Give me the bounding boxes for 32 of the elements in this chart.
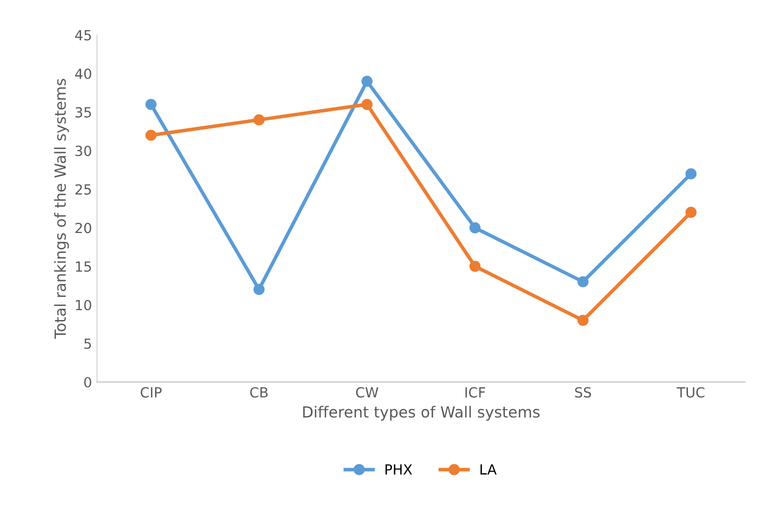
y-tick-label: 10 (76, 300, 92, 310)
x-tick-label: ICF (465, 387, 486, 398)
point (577, 314, 589, 326)
y-axis-title: Total rankings of the Wall systems (54, 78, 69, 339)
point (685, 206, 697, 218)
y-tick-label: 5 (84, 338, 91, 349)
y-tick-label: 20 (75, 222, 92, 234)
point (361, 98, 373, 110)
x-tick-label: CB (250, 387, 268, 398)
x-tick-label: CIP (140, 387, 162, 398)
point (145, 130, 157, 141)
legend-label: PHX (386, 464, 412, 474)
point (577, 276, 589, 288)
point (469, 260, 481, 272)
point (469, 222, 481, 234)
point (685, 168, 697, 180)
y-tick-label: 0 (84, 376, 92, 388)
y-tick-label: 30 (76, 146, 92, 156)
legend-label: LA (480, 464, 497, 474)
x-tick-label: SS (575, 387, 592, 398)
y-tick-label: 40 (75, 68, 92, 80)
x-axis-title: Different types of Wall systems (303, 406, 540, 421)
y-tick-label: 35 (76, 107, 91, 118)
x-tick-label: CW (356, 387, 378, 398)
point (145, 98, 157, 110)
point (361, 76, 373, 87)
point (253, 284, 265, 296)
y-tick-label: 15 (76, 261, 91, 272)
y-tick-label: 25 (75, 184, 91, 195)
y-tick-label: 45 (75, 30, 91, 40)
x-tick-label: TUC (676, 387, 704, 398)
point (253, 114, 265, 126)
